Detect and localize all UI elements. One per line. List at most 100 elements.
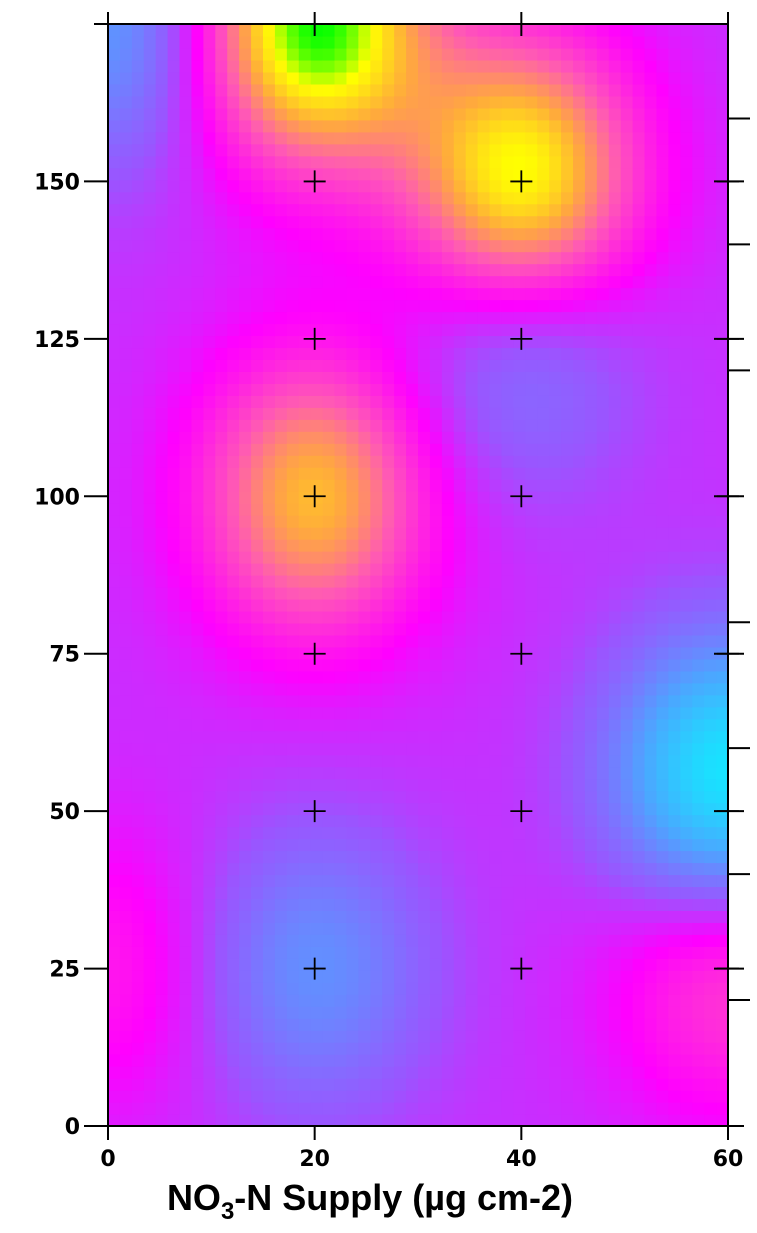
heatmap-cell bbox=[477, 1090, 491, 1103]
heatmap-cell bbox=[274, 527, 288, 540]
heatmap-cell bbox=[537, 131, 550, 145]
heatmap-cell bbox=[286, 934, 300, 947]
heatmap-cell bbox=[513, 155, 526, 169]
heatmap-cell bbox=[573, 263, 586, 277]
heatmap-cell bbox=[704, 838, 717, 852]
heatmap-cell bbox=[263, 1102, 276, 1115]
heatmap-cell bbox=[501, 1078, 514, 1091]
heatmap-cell bbox=[346, 203, 359, 217]
heatmap-cell bbox=[549, 1042, 562, 1055]
heatmap-cell bbox=[704, 802, 717, 816]
heatmap-cell bbox=[334, 718, 348, 732]
heatmap-cell bbox=[298, 1054, 312, 1067]
heatmap-cell bbox=[573, 814, 586, 828]
heatmap-cell bbox=[620, 167, 634, 181]
heatmap-cell bbox=[596, 131, 610, 145]
heatmap-cell bbox=[525, 910, 538, 923]
heatmap-cell bbox=[382, 910, 395, 923]
heatmap-cell bbox=[346, 539, 359, 552]
heatmap-cell bbox=[680, 610, 693, 624]
heatmap-cell bbox=[418, 431, 431, 444]
heatmap-cell bbox=[513, 47, 526, 61]
heatmap-cell bbox=[632, 946, 646, 959]
heatmap-cell bbox=[465, 922, 479, 935]
heatmap-cell bbox=[274, 563, 288, 576]
heatmap-cell bbox=[549, 694, 562, 708]
heatmap-cell bbox=[418, 107, 431, 121]
heatmap-cell bbox=[346, 790, 359, 804]
heatmap-cell bbox=[608, 443, 622, 456]
heatmap-cell bbox=[632, 335, 646, 349]
heatmap-cell bbox=[406, 551, 419, 564]
heatmap-cell bbox=[143, 682, 157, 696]
heatmap-cell bbox=[167, 215, 181, 229]
heatmap-cell bbox=[370, 898, 383, 911]
heatmap-cell bbox=[429, 670, 443, 684]
heatmap-cell bbox=[191, 838, 204, 852]
heatmap-cell bbox=[620, 1078, 634, 1091]
heatmap-cell bbox=[155, 1102, 169, 1115]
heatmap-cell bbox=[680, 299, 693, 313]
heatmap-cell bbox=[441, 503, 455, 516]
heatmap-cell bbox=[429, 778, 443, 792]
heatmap-cell bbox=[334, 610, 348, 624]
heatmap-cell bbox=[501, 850, 514, 864]
heatmap-cell bbox=[549, 371, 562, 384]
heatmap-cell bbox=[143, 539, 157, 552]
heatmap-cell bbox=[286, 718, 300, 732]
heatmap-cell bbox=[441, 982, 455, 995]
heatmap-cell bbox=[716, 287, 729, 301]
heatmap-cell bbox=[191, 598, 204, 612]
heatmap-cell bbox=[310, 1114, 324, 1127]
heatmap-cell bbox=[525, 251, 538, 265]
heatmap-cell bbox=[263, 239, 276, 253]
heatmap-cell bbox=[119, 491, 133, 504]
heatmap-cell bbox=[167, 83, 181, 97]
heatmap-cell bbox=[716, 922, 729, 935]
heatmap-cell bbox=[179, 1102, 193, 1115]
heatmap-cell bbox=[716, 503, 729, 516]
heatmap-cell bbox=[215, 922, 228, 935]
heatmap-cell bbox=[549, 539, 562, 552]
heatmap-cell bbox=[441, 718, 455, 732]
heatmap-cell bbox=[608, 143, 622, 157]
heatmap-cell bbox=[108, 359, 121, 372]
heatmap-cell bbox=[394, 503, 407, 516]
heatmap-cell bbox=[310, 1090, 324, 1103]
heatmap-cell bbox=[167, 586, 181, 600]
heatmap-cell bbox=[227, 575, 240, 588]
heatmap-cell bbox=[322, 766, 336, 780]
heatmap-cell bbox=[334, 934, 348, 947]
heatmap-cell bbox=[501, 395, 514, 408]
heatmap-cell bbox=[656, 203, 669, 217]
heatmap-cell bbox=[119, 970, 133, 983]
heatmap-cell bbox=[620, 646, 634, 660]
heatmap-cell bbox=[119, 670, 133, 684]
heatmap-cell bbox=[394, 395, 407, 408]
heatmap-cell bbox=[227, 251, 240, 265]
y-tick-label: 100 bbox=[34, 485, 80, 510]
heatmap-cell bbox=[119, 934, 133, 947]
heatmap-cell bbox=[620, 311, 634, 325]
heatmap-cell bbox=[644, 335, 658, 349]
heatmap-cell bbox=[406, 742, 419, 756]
heatmap-cell bbox=[143, 83, 157, 97]
heatmap-cell bbox=[251, 586, 264, 600]
heatmap-cell bbox=[656, 1078, 669, 1091]
heatmap-cell bbox=[167, 1030, 181, 1043]
heatmap-cell bbox=[167, 335, 181, 349]
heatmap-cell bbox=[346, 479, 359, 492]
heatmap-cell bbox=[167, 1114, 181, 1127]
heatmap-cell bbox=[322, 1018, 336, 1031]
heatmap-cell bbox=[549, 143, 562, 157]
heatmap-cell bbox=[632, 922, 646, 935]
heatmap-cell bbox=[298, 347, 312, 360]
heatmap-cell bbox=[310, 431, 324, 444]
heatmap-cell bbox=[394, 119, 407, 133]
heatmap-cell bbox=[263, 299, 276, 313]
heatmap-cell bbox=[143, 730, 157, 744]
heatmap-cell bbox=[322, 754, 336, 768]
heatmap-cell bbox=[406, 239, 419, 253]
heatmap-cell bbox=[596, 838, 610, 852]
heatmap-cell bbox=[644, 862, 658, 876]
